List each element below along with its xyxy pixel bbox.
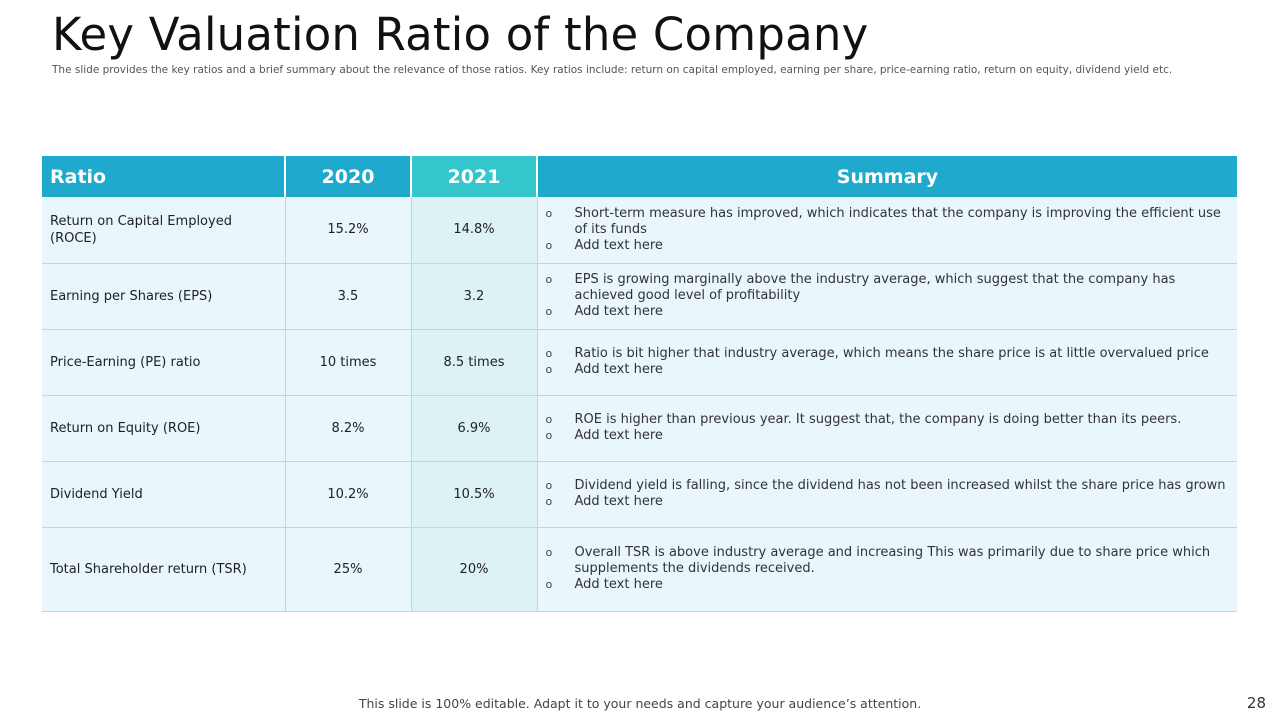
value-2020: 10.2% — [285, 461, 412, 528]
value-2021: 20% — [411, 527, 538, 612]
bullet-marker: o — [545, 206, 553, 220]
ratio-name: Dividend Yield — [42, 461, 286, 528]
summary-text: Add text here — [574, 304, 663, 319]
summary-text: Add text here — [574, 577, 663, 592]
table-row: Return on Capital Employed (ROCE) 15.2% … — [42, 197, 1237, 264]
slide-subtitle: The slide provides the key ratios and a … — [52, 64, 1173, 76]
summary-bullet: o Add text here — [546, 577, 1228, 593]
footer-note: This slide is 100% editable. Adapt it to… — [358, 696, 922, 711]
header-2021: 2021 — [411, 156, 538, 197]
summary-cell: o Dividend yield is falling, since the d… — [537, 461, 1237, 528]
summary-cell: o Overall TSR is above industry average … — [537, 527, 1237, 612]
value-2020: 25% — [285, 527, 412, 612]
ratio-name: Total Shareholder return (TSR) — [42, 527, 286, 612]
summary-cell: o ROE is higher than previous year. It s… — [537, 395, 1237, 462]
table-row: Dividend Yield 10.2% 10.5% o Dividend yi… — [42, 461, 1237, 528]
value-2021: 6.9% — [411, 395, 538, 462]
value-2021: 8.5 times — [411, 329, 538, 396]
summary-bullet: o Add text here — [546, 304, 1228, 320]
summary-text: EPS is growing marginally above the indu… — [574, 272, 1176, 303]
bullet-marker: o — [545, 238, 553, 252]
table-header-row: Ratio 2020 2021 Summary — [42, 156, 1237, 197]
table-row: Return on Equity (ROE) 8.2% 6.9% o ROE i… — [42, 395, 1237, 462]
summary-bullet: o Add text here — [546, 494, 1228, 510]
summary-bullet: o EPS is growing marginally above the in… — [546, 272, 1228, 304]
bullet-marker: o — [545, 546, 553, 559]
bullet-marker: o — [545, 413, 553, 426]
table-row: Earning per Shares (EPS) 3.5 3.2 o EPS i… — [42, 263, 1237, 330]
value-2020: 8.2% — [285, 395, 412, 462]
summary-bullet: o Add text here — [546, 238, 1228, 254]
ratios-table: Ratio 2020 2021 Summary Return on Capita… — [42, 156, 1237, 612]
value-2020: 3.5 — [285, 263, 412, 330]
ratio-name: Return on Equity (ROE) — [42, 395, 286, 462]
summary-cell: o EPS is growing marginally above the in… — [537, 263, 1237, 330]
summary-text: Add text here — [574, 237, 663, 253]
value-2021: 14.8% — [411, 197, 538, 264]
summary-bullet: o Add text here — [546, 428, 1228, 444]
summary-text: Add text here — [574, 428, 663, 443]
summary-text: Add text here — [574, 494, 663, 509]
summary-text: Add text here — [574, 362, 663, 377]
summary-text: Dividend yield is falling, since the div… — [574, 478, 1226, 493]
summary-text: Ratio is bit higher that industry averag… — [574, 346, 1209, 361]
summary-bullet: o Short-term measure has improved, which… — [546, 206, 1228, 238]
bullet-marker: o — [545, 495, 553, 508]
ratio-name: Price-Earning (PE) ratio — [42, 329, 286, 396]
bullet-marker: o — [545, 305, 553, 318]
summary-bullet: o ROE is higher than previous year. It s… — [546, 412, 1228, 428]
summary-bullet: o Dividend yield is falling, since the d… — [546, 478, 1228, 494]
ratio-name: Earning per Shares (EPS) — [42, 263, 286, 330]
summary-text: Short-term measure has improved, which i… — [574, 205, 1221, 237]
ratio-name: Return on Capital Employed (ROCE) — [42, 197, 286, 264]
bullet-marker: o — [545, 578, 553, 591]
summary-text: ROE is higher than previous year. It sug… — [574, 412, 1182, 427]
slide-title: Key Valuation Ratio of the Company — [52, 8, 869, 61]
summary-bullet: o Ratio is bit higher that industry aver… — [546, 346, 1228, 362]
bullet-marker: o — [545, 273, 553, 286]
summary-text: Overall TSR is above industry average an… — [574, 545, 1211, 576]
bullet-marker: o — [545, 347, 553, 360]
table-row: Total Shareholder return (TSR) 25% 20% o… — [42, 527, 1237, 612]
summary-cell: o Ratio is bit higher that industry aver… — [537, 329, 1237, 396]
bullet-marker: o — [545, 363, 553, 376]
bullet-marker: o — [545, 429, 553, 442]
value-2021: 3.2 — [411, 263, 538, 330]
header-2020: 2020 — [285, 156, 412, 197]
value-2020: 10 times — [285, 329, 412, 396]
table-row: Price-Earning (PE) ratio 10 times 8.5 ti… — [42, 329, 1237, 396]
header-ratio: Ratio — [42, 156, 286, 197]
summary-bullet: o Add text here — [546, 362, 1228, 378]
summary-bullet: o Overall TSR is above industry average … — [546, 545, 1228, 577]
value-2021: 10.5% — [411, 461, 538, 528]
summary-cell: o Short-term measure has improved, which… — [537, 197, 1237, 264]
page-number: 28 — [1246, 694, 1266, 712]
header-summary: Summary — [537, 156, 1237, 197]
value-2020: 15.2% — [285, 197, 412, 264]
bullet-marker: o — [545, 479, 553, 492]
